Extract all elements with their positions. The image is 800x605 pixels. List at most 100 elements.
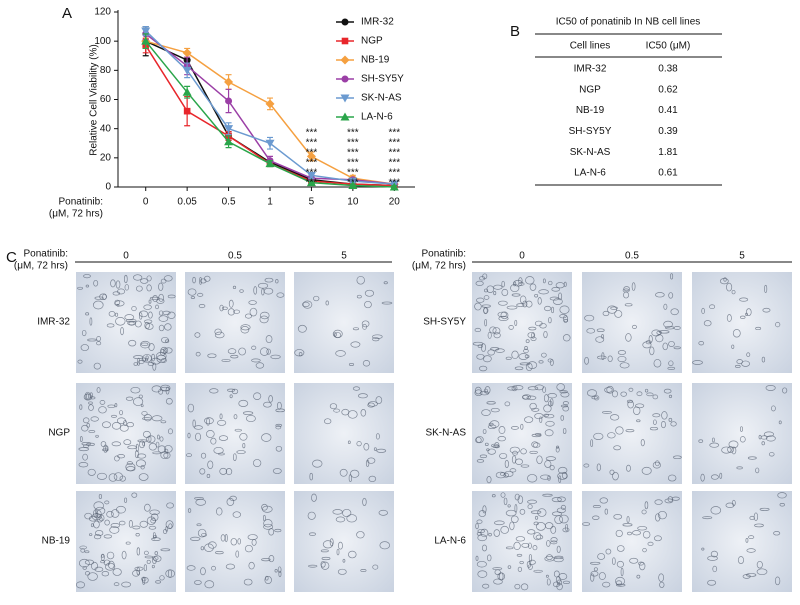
cell: [623, 291, 630, 299]
cell: [228, 299, 234, 308]
cell: [613, 514, 623, 520]
cell: [668, 394, 673, 399]
cell: [491, 494, 496, 498]
cell: [520, 448, 527, 455]
cell: [563, 281, 567, 287]
cell: [774, 576, 781, 586]
cell: [132, 525, 141, 530]
cell: [96, 341, 102, 346]
cell: [556, 507, 566, 514]
cell: [670, 421, 677, 427]
cell: [692, 360, 703, 365]
cell: [96, 472, 108, 480]
cell: [227, 348, 237, 355]
cell: [329, 538, 334, 547]
cell: [517, 566, 522, 572]
significance-label: ***: [347, 148, 359, 159]
cell: [151, 385, 162, 393]
cell: [336, 548, 340, 556]
cell: [255, 362, 265, 369]
cell: [513, 281, 517, 287]
cell: [335, 516, 346, 523]
cell: [551, 287, 560, 292]
micrograph-field: [76, 272, 176, 373]
cell: [663, 320, 673, 328]
cell: [731, 344, 735, 349]
cell: [115, 280, 121, 289]
cell: [309, 532, 316, 536]
cell: [165, 386, 170, 395]
cell: [125, 462, 136, 472]
cell: [93, 501, 104, 511]
cell: [528, 559, 536, 565]
cell: [261, 505, 273, 513]
cell: [548, 280, 553, 286]
cell: [143, 414, 152, 422]
cell: [484, 318, 488, 327]
y-tick-label: 0: [105, 182, 111, 193]
cell: [613, 445, 622, 451]
significance-label: ***: [306, 128, 318, 139]
cell: [493, 332, 501, 339]
cell: [649, 346, 655, 356]
cell: [636, 574, 641, 579]
cell: [219, 304, 224, 312]
cell: [510, 283, 520, 293]
cell: [513, 541, 521, 551]
cell: [562, 401, 569, 406]
cell: [165, 520, 174, 529]
cell: [362, 497, 367, 507]
cell: [745, 537, 749, 543]
cell: [488, 532, 492, 537]
cell: [367, 402, 375, 408]
cell: [719, 472, 723, 479]
cell: [612, 557, 616, 565]
cell: [236, 450, 246, 455]
cell: [596, 463, 601, 472]
cell: [367, 401, 378, 407]
cell: [615, 576, 625, 586]
cell: [124, 314, 135, 321]
cell: [511, 455, 517, 464]
cell: [563, 315, 569, 323]
cell: [668, 360, 674, 367]
cell: [127, 445, 138, 450]
cell: [368, 475, 377, 483]
cell: [589, 561, 601, 565]
cell: [764, 284, 768, 293]
cell: [514, 583, 521, 590]
cell: [638, 561, 644, 566]
cell: [492, 444, 500, 448]
column-label: 0: [123, 251, 129, 262]
cell: [248, 561, 255, 570]
cell: [194, 497, 204, 500]
cell: [221, 359, 231, 362]
cell: [641, 466, 652, 475]
micrograph-field: [692, 491, 792, 592]
cell: [141, 576, 149, 584]
cell: [605, 548, 612, 555]
cell: [543, 330, 548, 339]
cell: [165, 339, 170, 343]
cell: [710, 506, 722, 515]
cell: [79, 545, 87, 550]
cell: [525, 300, 533, 308]
x-axis-label: (μM, 72 hrs): [49, 209, 103, 220]
cell: [200, 452, 207, 459]
cell: [221, 306, 228, 311]
cell: [698, 341, 705, 346]
cell: [106, 323, 115, 328]
cell: [167, 311, 176, 319]
cell: [741, 360, 750, 367]
cell: [558, 292, 563, 301]
cell: [194, 425, 203, 430]
cell: [484, 288, 489, 293]
cell: [606, 385, 614, 394]
cell: [195, 432, 202, 442]
data-point: [182, 87, 192, 96]
cell: [557, 496, 566, 503]
cell: [137, 357, 141, 366]
cell: [120, 327, 124, 336]
treatment-label: Ponatinib:: [24, 249, 68, 260]
cell: [360, 569, 367, 572]
